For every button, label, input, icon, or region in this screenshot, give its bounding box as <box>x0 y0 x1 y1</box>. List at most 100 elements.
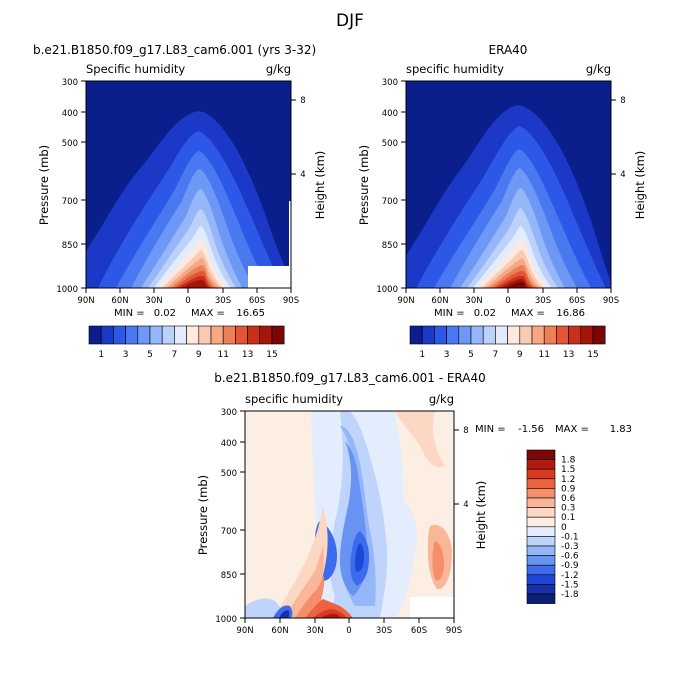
colorbar-swatch <box>198 325 212 345</box>
max-value: 1.83 <box>610 424 632 435</box>
x-tick-label: 90S <box>283 296 299 306</box>
y-tick-label: 700 <box>62 197 78 207</box>
colorbar-swatch <box>222 325 236 345</box>
colorbar-swatch <box>113 325 126 345</box>
colorbar-swatch <box>125 325 139 345</box>
x-tick-label: 0 <box>346 626 351 636</box>
missing-data-region <box>410 597 454 618</box>
min-max-readout: MIN = 0.02 MAX = 16.86 <box>434 308 585 319</box>
colorbar-swatch <box>149 325 163 345</box>
y-ticks: 300 400 500 700 850 1000 <box>56 78 86 295</box>
colorbar-swatch <box>271 325 285 345</box>
colorbar-swatch <box>526 488 556 499</box>
x-ticks: 90N 60N 30N 0 30S 60S 90S <box>77 288 299 306</box>
plot-area <box>245 411 454 618</box>
colorbar-swatch <box>526 449 556 460</box>
colorbar-swatch <box>434 325 447 345</box>
colorbar-label: -1.2 <box>561 571 579 581</box>
units-label: g/kg <box>266 62 291 76</box>
colorbar-swatch <box>543 325 557 345</box>
plot-area <box>86 81 291 288</box>
x-ticks: 90N 60N 30N 0 30S 60S 90S <box>397 288 619 306</box>
colorbar-swatch <box>526 459 556 470</box>
colorbar-swatch <box>137 325 151 345</box>
x-tick-label: 30N <box>145 296 162 306</box>
y-axis-right-label: Height (km) <box>313 151 327 220</box>
min-max-readout: MIN = -1.56 MAX = 1.83 <box>475 424 632 435</box>
y-tick-label: 300 <box>62 78 78 88</box>
figure-title: DJF <box>336 11 364 31</box>
colorbar-label: 1 <box>419 350 425 360</box>
colorbar-label: 1 <box>98 350 104 360</box>
colorbar-label: 0.3 <box>561 504 575 514</box>
y-tick-label: 400 <box>382 109 398 119</box>
y-tick-label: 1000 <box>56 285 78 295</box>
colorbar-swatch <box>247 325 261 345</box>
y-axis-label: Pressure (mb) <box>357 145 371 225</box>
colorbar-swatch <box>592 325 606 345</box>
colorbar-label: 11 <box>217 350 228 360</box>
colorbar-swatch <box>186 325 200 345</box>
colorbar-swatch <box>526 536 556 547</box>
y-tick-label: 500 <box>382 139 398 149</box>
contour-band <box>395 411 445 468</box>
colorbar-swatch <box>88 325 102 345</box>
colorbar-swatch <box>526 497 556 508</box>
missing-data-region <box>248 266 291 288</box>
variable-label: specific humidity <box>245 392 343 406</box>
height-tick-label: 8 <box>620 96 625 106</box>
colorbar-swatch <box>556 325 569 345</box>
x-tick-label: 90N <box>77 296 94 306</box>
colorbar-label: 15 <box>587 350 598 360</box>
colorbar-difference: 1.81.51.20.90.60.30.10-0.1-0.3-0.6-0.9-1… <box>526 449 579 604</box>
colorbar-label: 0.1 <box>561 513 575 523</box>
colorbar-label: 0.9 <box>561 484 576 494</box>
colorbar-label: 5 <box>468 350 474 360</box>
y-tick-label: 850 <box>221 571 237 581</box>
right-ticks: 8 4 <box>611 96 626 180</box>
colorbar-label: 3 <box>444 350 450 360</box>
colorbar-swatch <box>519 325 533 345</box>
x-tick-label: 30N <box>465 296 482 306</box>
x-tick-label: 90N <box>236 626 253 636</box>
colorbar-swatch <box>526 574 556 585</box>
colorbar-swatch <box>526 526 556 537</box>
colorbar-swatch <box>580 325 594 345</box>
y-ticks: 300 400 500 700 850 1000 <box>376 78 406 295</box>
y-tick-label: 400 <box>62 109 78 119</box>
colorbar-swatch <box>458 325 472 345</box>
colorbar-swatch <box>526 545 556 556</box>
x-ticks: 90N 60N 30N 0 30S 60S 90S <box>236 618 462 636</box>
colorbar-swatch <box>526 593 556 604</box>
min-value: 0.02 <box>154 308 176 319</box>
panel-title: b.e21.B1850.f09_g17.L83_cam6.001 - ERA40 <box>214 371 486 385</box>
right-ticks: 8 4 <box>291 96 306 180</box>
y-tick-label: 500 <box>62 139 78 149</box>
colorbar-swatch <box>100 325 114 345</box>
colorbar-swatch <box>161 325 175 345</box>
height-tick-label: 8 <box>300 96 305 106</box>
min-max-readout: MIN = 0.02 MAX = 16.65 <box>114 308 265 319</box>
colorbar-label: 13 <box>563 350 574 360</box>
units-label: g/kg <box>586 62 611 76</box>
colorbar-swatch <box>526 478 556 489</box>
y-axis-right-label: Height (km) <box>633 151 647 220</box>
colorbar-label: 0.6 <box>561 494 576 504</box>
colorbar-swatch <box>526 507 556 518</box>
colorbar-label: 0 <box>561 523 567 533</box>
panel-title: b.e21.B1850.f09_g17.L83_cam6.001 (yrs 3-… <box>33 43 316 57</box>
max-label: MAX = <box>555 424 589 435</box>
y-axis-right-label: Height (km) <box>474 481 488 550</box>
min-label: MIN = <box>475 424 506 435</box>
colorbar-swatch <box>507 325 521 345</box>
colorbar-era40: 1 3 5 7 9 11 13 15 <box>409 325 606 360</box>
x-tick-label: 0 <box>185 296 190 306</box>
min-label: MIN = <box>114 308 145 319</box>
x-tick-label: 90S <box>446 626 462 636</box>
colorbar-label: 7 <box>172 350 178 360</box>
panel-difference: b.e21.B1850.f09_g17.L83_cam6.001 - ERA40… <box>196 371 632 636</box>
y-tick-label: 700 <box>221 527 237 537</box>
x-tick-label: 60S <box>569 296 585 306</box>
colorbar-label: -0.6 <box>561 552 579 562</box>
